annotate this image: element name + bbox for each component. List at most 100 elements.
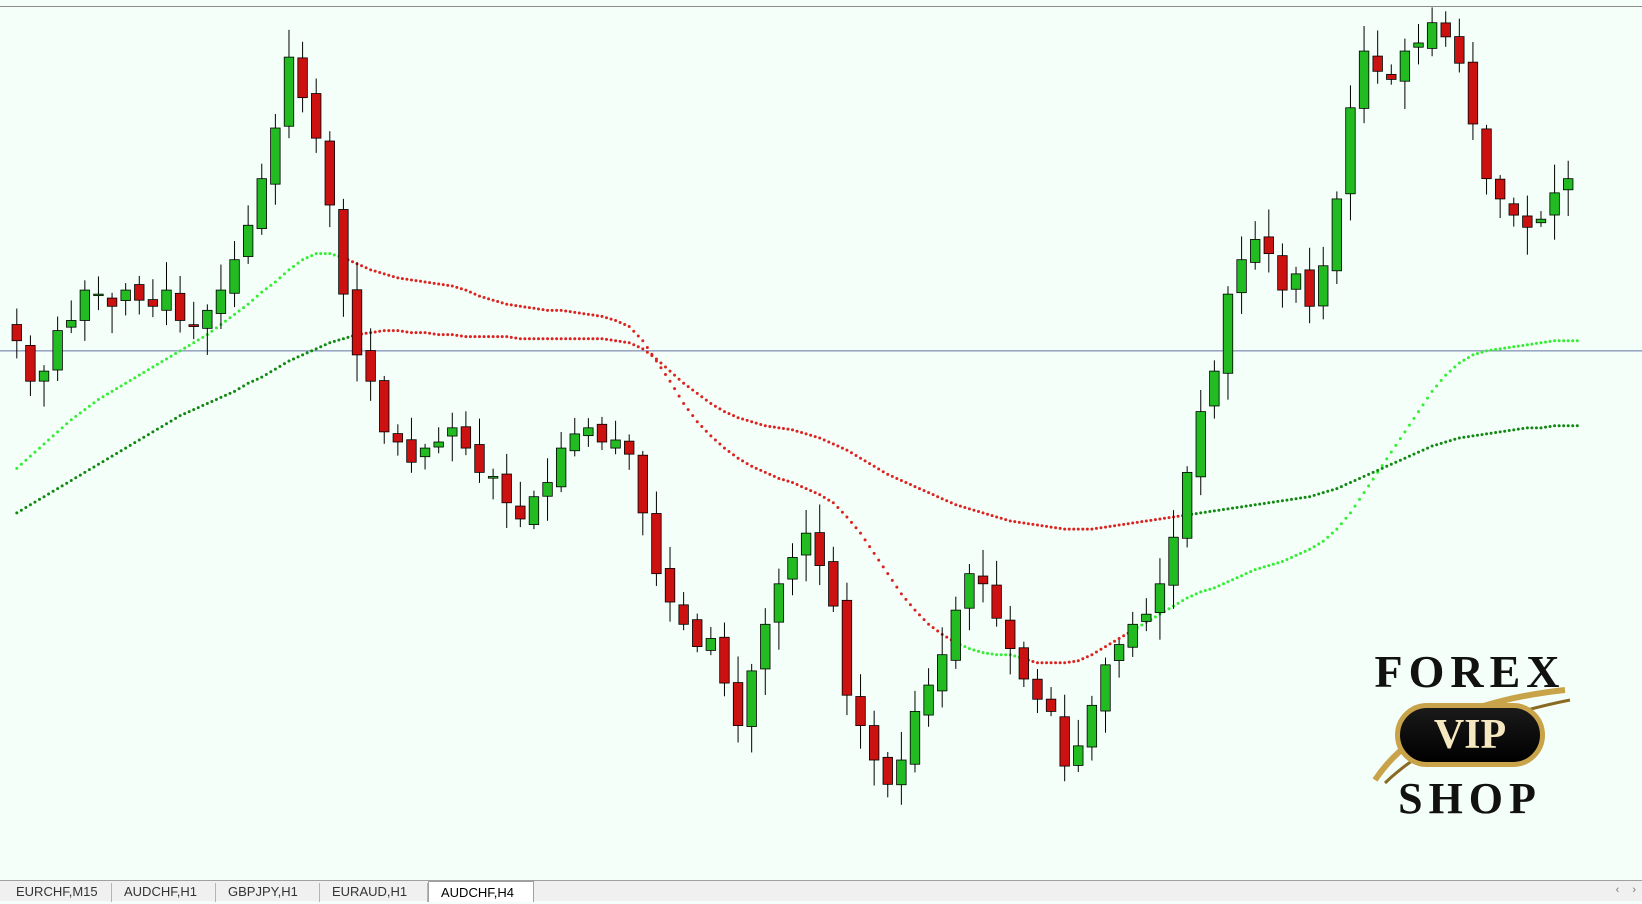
candle[interactable]: [106, 292, 118, 334]
candle[interactable]: [406, 417, 417, 473]
candle[interactable]: [297, 41, 308, 113]
candle[interactable]: [1440, 11, 1451, 47]
candle[interactable]: [338, 198, 349, 317]
candle[interactable]: [664, 546, 676, 622]
candle[interactable]: [1209, 360, 1220, 419]
candle[interactable]: [1154, 558, 1166, 640]
candle[interactable]: [202, 304, 213, 355]
candle[interactable]: [542, 458, 553, 521]
candle[interactable]: [773, 568, 785, 650]
candle[interactable]: [1100, 657, 1111, 733]
candle[interactable]: [188, 301, 199, 340]
candle[interactable]: [52, 316, 63, 381]
candle[interactable]: [433, 427, 444, 454]
candle[interactable]: [1290, 266, 1302, 303]
candle[interactable]: [991, 560, 1002, 627]
candle[interactable]: [1399, 38, 1411, 110]
candle[interactable]: [760, 608, 771, 696]
candle[interactable]: [651, 491, 662, 586]
candle[interactable]: [283, 29, 295, 139]
candle[interactable]: [79, 280, 91, 341]
candle[interactable]: [38, 365, 50, 407]
tab-euraud-h1[interactable]: EURAUD,H1: [320, 883, 428, 902]
candle[interactable]: [800, 509, 812, 582]
candle[interactable]: [351, 262, 363, 382]
candle[interactable]: [379, 375, 390, 444]
candle[interactable]: [923, 668, 934, 727]
candle[interactable]: [365, 328, 376, 401]
candle[interactable]: [161, 262, 172, 326]
candle[interactable]: [732, 656, 744, 743]
candle[interactable]: [1426, 7, 1438, 57]
candle[interactable]: [1263, 209, 1274, 273]
candle[interactable]: [93, 276, 104, 311]
candle[interactable]: [814, 504, 825, 586]
scroll-right-icon[interactable]: ›: [1632, 884, 1636, 896]
candle[interactable]: [583, 418, 594, 447]
candle[interactable]: [1549, 164, 1560, 240]
candle[interactable]: [515, 481, 526, 528]
scroll-left-icon[interactable]: ‹: [1615, 884, 1620, 896]
candle[interactable]: [1181, 466, 1193, 548]
candle[interactable]: [909, 690, 921, 773]
candle[interactable]: [1454, 18, 1465, 73]
candle[interactable]: [1481, 124, 1492, 195]
candle[interactable]: [1508, 197, 1519, 227]
candle[interactable]: [324, 131, 335, 228]
candle[interactable]: [1358, 26, 1370, 124]
candle[interactable]: [147, 279, 159, 318]
candle[interactable]: [1168, 510, 1179, 609]
candle[interactable]: [1386, 64, 1397, 85]
candle[interactable]: [787, 543, 798, 596]
candle[interactable]: [447, 412, 458, 462]
candle[interactable]: [487, 468, 499, 500]
candle[interactable]: [1277, 243, 1288, 308]
candle[interactable]: [311, 78, 322, 153]
candle[interactable]: [841, 582, 853, 716]
candle[interactable]: [719, 622, 730, 697]
candle[interactable]: [215, 264, 227, 330]
candle[interactable]: [1045, 687, 1057, 717]
candle[interactable]: [964, 563, 975, 631]
candle[interactable]: [1331, 191, 1343, 285]
tab-gbpjpy-h1[interactable]: GBPJPY,H1: [216, 883, 320, 902]
candle[interactable]: [1113, 639, 1125, 678]
candle[interactable]: [1032, 669, 1043, 714]
candle[interactable]: [1250, 221, 1261, 270]
chart-canvas[interactable]: [0, 7, 1642, 879]
candle[interactable]: [1236, 236, 1247, 314]
candle[interactable]: [828, 546, 839, 612]
candle[interactable]: [637, 450, 648, 536]
candle[interactable]: [1127, 611, 1138, 657]
candle[interactable]: [1141, 598, 1152, 632]
candle[interactable]: [1563, 160, 1574, 217]
candle[interactable]: [1372, 30, 1383, 84]
candle[interactable]: [610, 420, 621, 455]
candle[interactable]: [705, 627, 717, 656]
tab-audchf-h4[interactable]: AUDCHF,H4: [428, 881, 534, 902]
candle[interactable]: [596, 416, 608, 451]
candle[interactable]: [1005, 605, 1016, 675]
candle[interactable]: [896, 731, 907, 805]
candle[interactable]: [174, 275, 186, 333]
candle[interactable]: [1494, 175, 1506, 219]
candle[interactable]: [555, 432, 567, 493]
candle[interactable]: [1467, 42, 1479, 140]
candle[interactable]: [678, 592, 689, 631]
candle[interactable]: [474, 418, 485, 483]
candle[interactable]: [270, 113, 281, 205]
candle[interactable]: [1413, 23, 1424, 65]
candle[interactable]: [977, 549, 989, 603]
candle[interactable]: [1535, 211, 1547, 227]
candle[interactable]: [120, 283, 131, 316]
candle[interactable]: [501, 453, 512, 528]
candle[interactable]: [256, 163, 267, 235]
candle[interactable]: [1195, 389, 1206, 496]
tab-eurchf-m15[interactable]: EURCHF,M15: [4, 883, 112, 902]
candle[interactable]: [937, 627, 948, 708]
candle[interactable]: [855, 674, 866, 749]
candle[interactable]: [11, 308, 22, 359]
candle[interactable]: [746, 663, 757, 753]
candle[interactable]: [460, 411, 472, 456]
candle[interactable]: [692, 613, 703, 653]
